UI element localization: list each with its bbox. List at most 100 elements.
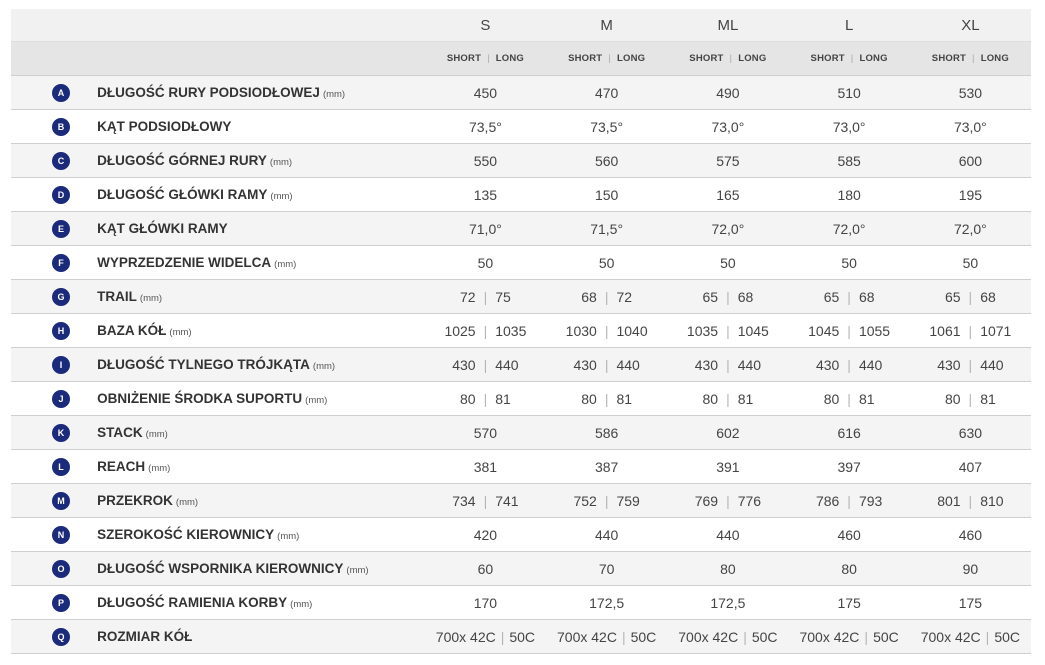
long-value: 440 (616, 356, 640, 373)
value: 50 (720, 254, 736, 271)
long-value: 759 (616, 492, 640, 509)
measurement-letter-badge: M (52, 492, 70, 510)
measurement-label: KĄT PODSIODŁOWY (97, 119, 232, 134)
value-separator: | (726, 288, 730, 305)
value: 150 (594, 186, 619, 203)
short-value: 1045 (808, 322, 840, 339)
value-cell: 72 | 75 (424, 279, 547, 314)
value-separator: | (726, 390, 730, 407)
measurement-letter-badge: O (52, 560, 70, 578)
measurement-unit: (mm) (139, 293, 163, 304)
separator: | (850, 53, 854, 64)
value: 530 (958, 84, 983, 101)
geometry-table-container: S M ML L XL SHORT | LONG SHORT | LONG SHORT |… (11, 9, 1031, 654)
value-separator: | (847, 322, 851, 339)
table-row: P DŁUGOŚĆ RAMIENIA KORBY (mm) 170 172,5 172,5… (11, 585, 1031, 620)
value-separator: | (483, 288, 488, 305)
value: 72,0° (711, 220, 745, 237)
value-cell: 80 (788, 551, 910, 586)
value-cell: 391 (667, 449, 789, 484)
value-cell: 50 (788, 245, 910, 280)
value-separator: | (621, 628, 626, 645)
measurement-label-cell: PRZEKROK (mm) (97, 483, 425, 518)
value-cell: 600 (909, 143, 1031, 178)
table-row: G TRAIL (mm) 72 | 75 68 | 72 65 | 68 65 | 68 65 | 68 (11, 279, 1031, 314)
long-value: 68 (737, 288, 754, 305)
measurement-label: SZEROKOŚĆ KIEROWNICY (97, 527, 275, 542)
measurement-label: BAZA KÓŁ (97, 323, 167, 338)
value: 510 (837, 84, 861, 101)
long-value: 1071 (980, 322, 1012, 339)
measurement-letter-badge: N (52, 526, 70, 544)
table-row: E KĄT GŁÓWKI RAMY 71,0° 71,5° 72,0° 72,0° 72,0… (11, 211, 1031, 246)
value-cell: 397 (788, 449, 910, 484)
value: 90 (962, 560, 979, 577)
short-long-header: SHORT | LONG (667, 41, 789, 76)
measurement-unit: (mm) (277, 531, 300, 542)
value-cell: 80 | 81 (788, 381, 910, 416)
short-value: 1030 (565, 322, 597, 339)
value: 73,0° (711, 118, 745, 135)
short-value: 65 (823, 288, 840, 305)
measurement-letter-badge: C (52, 152, 70, 170)
short-value: 1025 (444, 322, 476, 339)
short-long-header: SHORT | LONG (546, 41, 668, 76)
value: 73,5° (468, 118, 502, 135)
measurement-unit: (mm) (305, 395, 328, 406)
value: 165 (716, 186, 740, 203)
measurement-label-cell: BAZA KÓŁ (mm) (97, 313, 425, 348)
value-cell: 530 (909, 75, 1031, 110)
size-header-l: L (788, 9, 910, 42)
long-value: 75 (495, 288, 511, 305)
measurement-label: PRZEKROK (97, 493, 173, 508)
value-cell: 786 | 793 (788, 483, 910, 518)
measurement-unit: (mm) (274, 259, 297, 270)
value: 72,0° (832, 220, 866, 237)
measurement-label: OBNIŻENIE ŚRODKA SUPORTU (97, 391, 303, 406)
badge-cell: C (11, 143, 98, 178)
badge-cell: D (11, 177, 98, 212)
value-cell: 420 (424, 517, 547, 552)
short-value: 80 (581, 390, 597, 407)
separator: | (729, 53, 733, 64)
value-cell: 586 (546, 415, 668, 450)
value-cell: 80 | 81 (546, 381, 668, 416)
value-separator: | (968, 492, 973, 509)
value-cell: 460 (909, 517, 1031, 552)
value-separator: | (968, 322, 973, 339)
geometry-table-body: A DŁUGOŚĆ RURY PODSIODŁOWEJ (mm) 450 470 490 5… (11, 75, 1031, 654)
value: 387 (594, 458, 619, 475)
short-label: SHORT (931, 53, 967, 64)
measurement-label-cell: KĄT PODSIODŁOWY (97, 109, 425, 144)
value: 195 (958, 186, 983, 203)
value-cell: 430 | 440 (424, 347, 547, 382)
value-cell: 430 | 440 (788, 347, 910, 382)
separator: | (487, 53, 490, 64)
table-row: H BAZA KÓŁ (mm) 1025 | 1035 1030 | 1040 1035 | 1045… (11, 313, 1031, 348)
value-cell: 50 (909, 245, 1031, 280)
badge-cell: H (11, 313, 98, 348)
measurement-label: ROZMIAR KÓŁ (97, 629, 193, 644)
measurement-letter-badge: K (52, 424, 70, 442)
value-separator: | (847, 390, 851, 407)
value-cell: 72,0° (788, 211, 910, 246)
long-value: 810 (980, 492, 1004, 509)
value: 586 (594, 424, 619, 441)
badge-cell: M (11, 483, 98, 518)
short-value: 700x 42C (799, 628, 860, 645)
value: 175 (958, 594, 983, 611)
short-value: 430 (452, 356, 476, 373)
measurement-label: KĄT GŁÓWKI RAMY (97, 221, 228, 236)
value-cell: 80 | 81 (424, 381, 547, 416)
value-cell: 510 (788, 75, 910, 110)
value-cell: 700x 42C | 50C (788, 619, 910, 654)
value-cell: 430 | 440 (667, 347, 789, 382)
short-value: 801 (937, 492, 961, 509)
value-cell: 585 (788, 143, 910, 178)
value: 407 (958, 458, 983, 475)
value-cell: 65 | 68 (909, 279, 1031, 314)
table-row: I DŁUGOŚĆ TYLNEGO TRÓJKĄTA (mm) 430 | 440 430 |… (11, 347, 1031, 382)
value-separator: | (847, 288, 851, 305)
short-value: 700x 42C (557, 628, 617, 645)
table-row: Q ROZMIAR KÓŁ 700x 42C | 50C 700x 42C | 50C 700x… (11, 619, 1031, 654)
